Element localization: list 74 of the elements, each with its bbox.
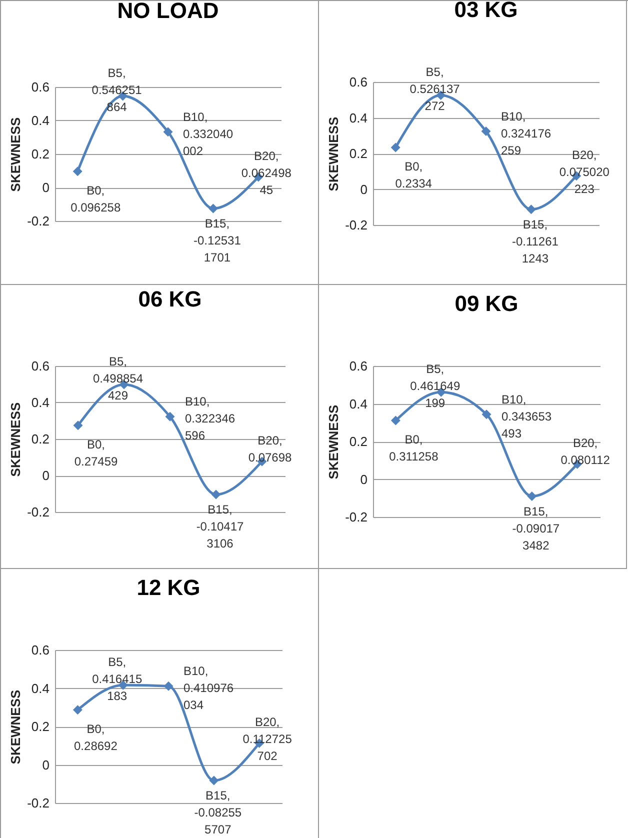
data-label: B0, 0.096258 bbox=[70, 183, 121, 214]
y-axis-title: SKEWNESS bbox=[326, 116, 342, 192]
data-label: B10, 0.332040002 bbox=[183, 110, 234, 158]
data-label: B20, 0.075020223 bbox=[559, 148, 610, 196]
point bbox=[527, 492, 537, 502]
y-tick-label: 0.2 bbox=[31, 719, 50, 734]
data-label: B0, 0.28692 bbox=[74, 722, 118, 753]
y-tick-label: 0.6 bbox=[31, 80, 50, 94]
y-tick-label: -0.2 bbox=[27, 504, 50, 520]
data-label: B5, 0.498854429 bbox=[92, 354, 144, 402]
chart-title: 09 KG bbox=[454, 291, 518, 316]
y-tick-label: 0 bbox=[42, 757, 50, 772]
data-label: B15, -0.125311701 bbox=[194, 216, 242, 264]
chart-title: 06 KG bbox=[138, 286, 202, 312]
y-tick-label: 0.2 bbox=[349, 434, 368, 449]
y-tick-label: 0.4 bbox=[31, 113, 50, 128]
point bbox=[390, 416, 400, 426]
data-label: B5, 0.416415183 bbox=[92, 655, 142, 704]
y-tick-label: 0 bbox=[360, 182, 368, 197]
point bbox=[165, 412, 175, 422]
data-label: B15, -0.104173106 bbox=[196, 502, 244, 551]
y-tick-label: -0.2 bbox=[27, 796, 50, 810]
y-tick-label: 0.4 bbox=[31, 680, 50, 696]
data-label: B10, 0.343653493 bbox=[502, 392, 552, 440]
data-label: B5, 0.526137272 bbox=[410, 65, 460, 114]
y-axis-title: SKEWNESS bbox=[326, 404, 342, 480]
y-axis-title: SKEWNESS bbox=[8, 116, 24, 192]
y-tick-label: 0 bbox=[42, 468, 50, 483]
y-tick-label: 0.6 bbox=[349, 358, 368, 374]
y-tick-label: -0.2 bbox=[345, 510, 368, 524]
chart-title: 03 KG bbox=[454, 0, 518, 22]
data-label: B20, 0.07698 bbox=[248, 433, 292, 464]
y-tick-label: 0.4 bbox=[31, 395, 50, 410]
data-label: B10, 0.324176259 bbox=[501, 109, 552, 158]
chart-title: NO LOAD bbox=[117, 0, 219, 24]
y-tick-label: -0.2 bbox=[27, 214, 50, 228]
data-label: B15, -0.090173482 bbox=[512, 504, 560, 552]
y-axis-title: SKEWNESS bbox=[8, 689, 24, 764]
data-label: B15, -0.082555707 bbox=[194, 788, 242, 837]
point bbox=[526, 204, 536, 214]
point bbox=[72, 166, 82, 176]
y-tick-label: 0.2 bbox=[31, 432, 50, 446]
point bbox=[164, 681, 174, 691]
data-label: B15, -0.112611243 bbox=[512, 217, 559, 266]
data-label: B20, 0.080112 bbox=[560, 436, 610, 468]
point bbox=[72, 705, 82, 715]
point bbox=[209, 776, 219, 786]
data-label: B0, 0.311258 bbox=[389, 432, 439, 464]
y-tick-label: 0.4 bbox=[349, 110, 368, 126]
data-label: B10, 0.410976034 bbox=[184, 664, 234, 712]
y-tick-label: 0.6 bbox=[31, 358, 50, 374]
y-tick-label: 0 bbox=[42, 180, 50, 195]
point bbox=[482, 410, 492, 420]
data-label: B5, 0.461649199 bbox=[410, 362, 460, 410]
y-tick-label: 0.6 bbox=[31, 642, 50, 658]
point bbox=[163, 127, 173, 137]
point bbox=[481, 126, 491, 136]
data-label: B20, 0.06249845 bbox=[241, 149, 292, 198]
point bbox=[390, 142, 400, 152]
y-axis-title: SKEWNESS bbox=[8, 402, 24, 477]
y-tick-label: 0.2 bbox=[349, 146, 368, 161]
y-tick-label: -0.2 bbox=[345, 218, 368, 232]
point bbox=[208, 204, 218, 214]
data-label: B0, 0.2334 bbox=[395, 160, 432, 191]
y-tick-label: 0.4 bbox=[349, 396, 368, 412]
point bbox=[73, 420, 83, 430]
chart-title: 12 KG bbox=[136, 575, 200, 600]
point bbox=[211, 490, 221, 500]
data-label: B0, 0.27459 bbox=[74, 437, 118, 468]
data-label: B20, 0.112725702 bbox=[242, 715, 292, 764]
y-tick-label: 0.6 bbox=[349, 74, 368, 90]
y-tick-label: 0 bbox=[360, 472, 368, 487]
data-label: B10, 0.322346596 bbox=[185, 394, 236, 443]
y-tick-label: 0.2 bbox=[31, 146, 50, 162]
